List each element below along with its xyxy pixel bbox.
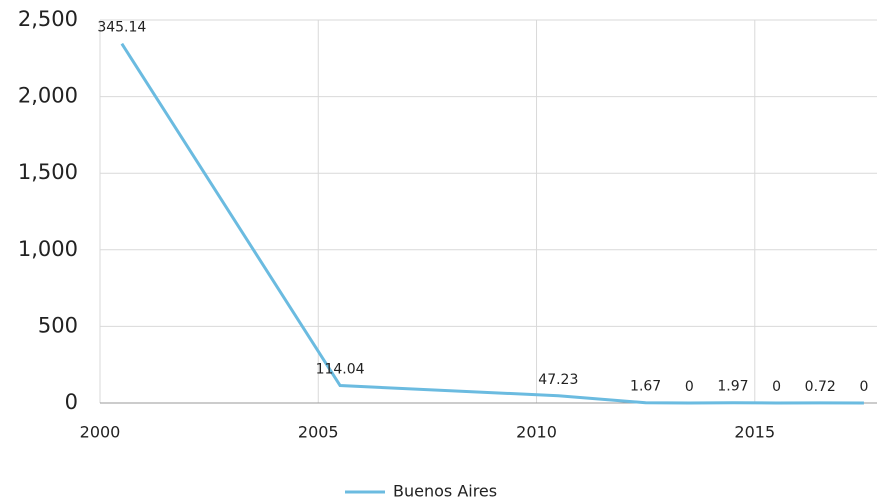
- data-label: 114.04: [316, 362, 365, 378]
- y-tick-label: 1,000: [18, 237, 78, 261]
- data-label: 345.14: [97, 20, 146, 36]
- legend-label: Buenos Aires: [393, 482, 497, 500]
- series-line: [120, 42, 864, 405]
- y-tick-label: 0: [65, 390, 78, 414]
- data-label: 47.23: [538, 372, 578, 388]
- y-tick-label: 2,500: [18, 7, 78, 31]
- x-tick-label: 2010: [516, 423, 557, 442]
- data-label: 0: [685, 379, 694, 395]
- data-label: 0.72: [805, 379, 836, 395]
- x-tick-label: 2000: [80, 423, 121, 442]
- y-tick-label: 500: [38, 313, 78, 337]
- x-tick-label: 2015: [734, 423, 775, 442]
- data-label: 1.97: [717, 379, 748, 395]
- x-tick-label: 2005: [298, 423, 339, 442]
- y-tick-label: 1,500: [18, 160, 78, 184]
- data-label: 1.67: [630, 379, 661, 395]
- y-tick-label: 2,000: [18, 84, 78, 108]
- data-label: 0: [859, 379, 868, 395]
- data-label: 0: [772, 379, 781, 395]
